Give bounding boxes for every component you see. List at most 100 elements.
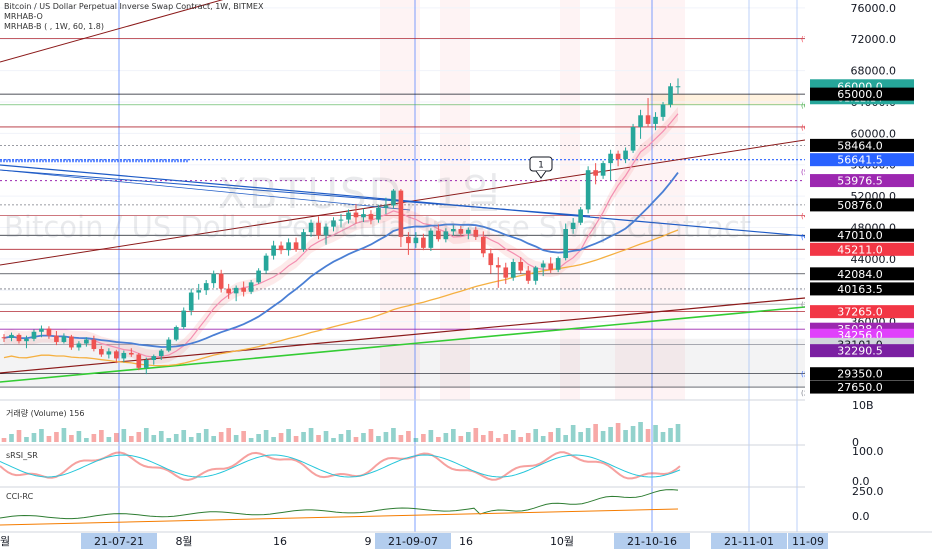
candle <box>54 330 59 346</box>
cci-signal-line <box>0 508 679 526</box>
volume-bar <box>578 432 583 442</box>
volume-bar <box>136 432 142 442</box>
volume-pane-label[interactable]: 거래량 (Volume) 156 <box>6 409 85 418</box>
volume-bar <box>383 432 389 442</box>
candle-body <box>421 237 426 248</box>
candle-body <box>608 153 613 164</box>
indicator-2-label[interactable]: MRHAB-B ( , 1W, 60, 1.8) <box>4 22 105 31</box>
candle <box>241 281 246 297</box>
volume-bar <box>638 422 643 442</box>
candle-body <box>84 339 89 344</box>
candle-body <box>383 205 389 208</box>
candle-body <box>630 127 636 151</box>
candle-body <box>465 229 471 234</box>
volume-bar <box>421 434 426 442</box>
pane-tick-label: 100.0 <box>852 445 884 458</box>
time-label: 8월 <box>175 535 192 548</box>
price-tick-label: 60000.0 <box>851 127 897 140</box>
volume-bar <box>361 433 366 442</box>
time-label: 10월 <box>550 535 574 548</box>
candle <box>46 326 52 339</box>
candle-body <box>241 287 246 292</box>
candle-body <box>548 263 554 270</box>
volume-bar <box>91 434 97 442</box>
candle <box>39 325 44 338</box>
volume-bar <box>398 435 404 442</box>
candle-body <box>503 267 509 278</box>
price-label-text: 47010.0 <box>837 229 883 242</box>
rsi-pane-label[interactable]: sRSI_SR <box>6 451 38 460</box>
candle-body <box>9 334 14 339</box>
time-label-highlight <box>614 533 690 549</box>
time-axis[interactable]: 21-07-21 8월 16 9 21-09-07 16 10월 21-10-16 21-11-… <box>0 531 932 550</box>
time-label: 16 <box>459 535 473 548</box>
candle-body <box>91 339 97 350</box>
candle-body <box>114 351 119 359</box>
candle-body <box>361 214 366 218</box>
price-label-text: 40163.5 <box>837 283 883 296</box>
volume-bar <box>69 435 74 442</box>
price-label-badge <box>810 87 914 101</box>
candle <box>84 337 89 347</box>
volume-bar <box>46 436 52 442</box>
candle <box>473 226 479 240</box>
candle-body <box>211 273 217 284</box>
volume-bar <box>323 431 329 442</box>
candle <box>495 257 501 288</box>
candle-body <box>16 334 22 342</box>
volume-bar <box>16 430 22 442</box>
candle <box>653 112 658 131</box>
volume-bar <box>645 429 651 442</box>
volume-bar <box>510 430 516 442</box>
trend-line <box>0 169 411 211</box>
volume-bar <box>593 424 598 442</box>
candle-body <box>286 242 291 251</box>
volume-bar <box>128 436 134 442</box>
candle <box>376 204 381 223</box>
candle <box>218 269 224 293</box>
candle <box>226 283 231 299</box>
volume-bar <box>338 434 344 442</box>
candle <box>615 150 621 167</box>
trend-line <box>0 306 806 383</box>
candle <box>331 217 336 232</box>
time-label-highlight <box>788 533 828 549</box>
cci-pane-label[interactable]: CCI-RC <box>6 492 34 501</box>
candle <box>451 225 456 236</box>
candle <box>503 262 509 284</box>
candle-body <box>660 104 666 117</box>
candle <box>211 270 217 288</box>
candle <box>143 357 149 375</box>
candle <box>361 208 366 222</box>
candle <box>31 329 37 342</box>
candle <box>278 241 284 255</box>
candle <box>233 285 239 302</box>
volume-bar <box>503 434 509 442</box>
indicator-1-label[interactable]: MRHAB-O <box>4 12 43 21</box>
volume-bar <box>555 428 561 442</box>
candle <box>368 210 374 225</box>
volume-bar <box>293 436 299 442</box>
candle <box>271 240 276 260</box>
candle-body <box>368 214 374 220</box>
volume-bar <box>166 438 172 442</box>
price-label-text: 45211.0 <box>837 243 883 256</box>
candle <box>256 268 261 284</box>
candle <box>465 227 471 240</box>
candle <box>353 203 359 224</box>
candle-body <box>166 339 172 351</box>
price-label-badge <box>810 380 914 394</box>
chart-title: Bitcoin / US Dollar Perpetual Inverse Sw… <box>4 2 264 11</box>
candle-body <box>473 229 479 237</box>
time-label-edge: 월 <box>0 535 10 548</box>
time-label: 21-10-16 <box>627 535 677 548</box>
volume-bar <box>668 428 673 442</box>
volume-bar <box>368 429 374 442</box>
volume-bar <box>488 431 494 442</box>
time-label: 9 <box>365 535 372 548</box>
volume-bar <box>121 429 127 442</box>
candle-body <box>1 337 7 339</box>
price-axis[interactable]: 76000.072000.068000.064000.060000.056000… <box>805 0 932 532</box>
candle-body <box>151 356 157 360</box>
